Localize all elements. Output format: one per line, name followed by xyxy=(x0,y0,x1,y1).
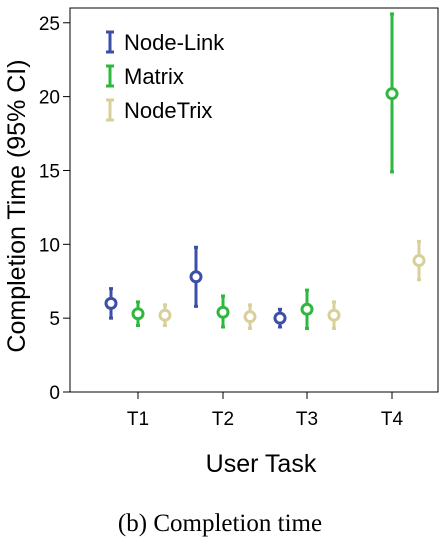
mean-marker xyxy=(243,310,257,324)
series-nodetrix xyxy=(158,239,426,330)
x-tick-label: T1 xyxy=(127,409,149,430)
mean-marker xyxy=(131,307,145,321)
figure-caption: (b) Completion time xyxy=(118,510,322,537)
y-tick-label: 20 xyxy=(39,88,60,109)
y-axis-title: Completion Time (95% CI) xyxy=(3,59,31,352)
plot-frame xyxy=(69,7,439,393)
x-tick-label: T2 xyxy=(212,409,234,430)
legend-label: Node-Link xyxy=(124,30,225,55)
series-marks xyxy=(104,12,426,330)
mean-marker xyxy=(385,87,399,101)
legend: Node-Link Matrix NodeTrix xyxy=(106,30,225,123)
y-tick-label: 15 xyxy=(39,161,60,182)
x-axis-title: User Task xyxy=(206,450,317,478)
y-axis-ticks: 0 5 10 15 20 25 xyxy=(39,14,70,404)
y-tick-label: 10 xyxy=(39,235,60,256)
mean-marker xyxy=(412,254,426,268)
y-tick-label: 25 xyxy=(39,14,60,35)
y-tick-label: 0 xyxy=(49,383,60,404)
axes xyxy=(69,7,439,393)
x-axis-ticks: T1 T2 T3 T4 xyxy=(127,392,404,430)
mean-marker xyxy=(327,308,341,322)
mean-marker xyxy=(158,308,172,322)
series-matrix xyxy=(131,12,399,330)
mean-marker xyxy=(104,296,118,310)
mean-marker xyxy=(300,302,314,316)
mean-marker xyxy=(189,270,203,284)
legend-label: Matrix xyxy=(124,64,184,89)
y-tick-label: 5 xyxy=(49,309,60,330)
legend-label: NodeTrix xyxy=(124,98,212,123)
mean-marker xyxy=(216,305,230,319)
x-tick-label: T3 xyxy=(296,409,318,430)
x-tick-label: T4 xyxy=(381,409,404,430)
mean-marker xyxy=(273,311,287,325)
series-node-link xyxy=(104,245,287,329)
